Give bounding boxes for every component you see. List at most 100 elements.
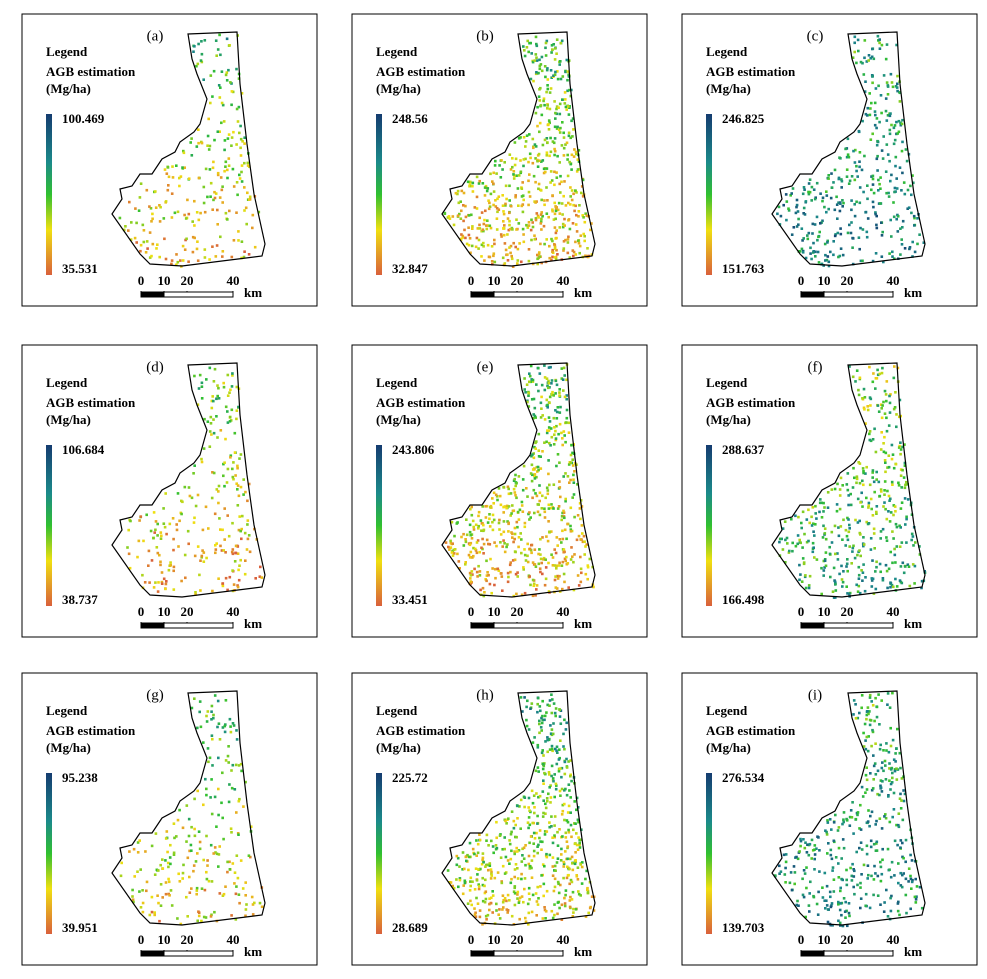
map-pixel (244, 559, 247, 562)
map-pixel (472, 546, 475, 550)
map-pixel (527, 203, 530, 207)
map-pixel (237, 578, 241, 582)
map-pixel (543, 864, 546, 868)
map-pixel (542, 763, 545, 766)
map-pixel (568, 789, 571, 792)
map-pixel (235, 385, 239, 389)
map-pixel (486, 913, 490, 917)
map-texture (444, 363, 595, 598)
map-pixel (871, 380, 875, 384)
legend-unit: (Mg/ha) (706, 740, 751, 755)
map-pixel (502, 226, 505, 230)
map-pixel (819, 192, 822, 195)
map-pixel (911, 255, 914, 258)
map-pixel (565, 58, 569, 62)
map-pixel (151, 242, 155, 246)
map-pixel (864, 747, 868, 751)
map-pixel (245, 222, 248, 226)
map-pixel (799, 541, 802, 545)
map-pixel (172, 569, 175, 573)
map-pixel (823, 871, 827, 875)
map-pixel (159, 883, 163, 886)
map-pixel (841, 199, 844, 202)
map-pixel (864, 422, 867, 425)
map-pixel (475, 175, 479, 179)
map-pixel (563, 902, 567, 905)
map-pixel (878, 793, 881, 797)
map-pixel (537, 449, 541, 452)
map-pixel (895, 413, 898, 416)
map-pixel (187, 177, 191, 180)
map-pixel (837, 826, 841, 829)
map-pixel (889, 72, 893, 76)
scale-tick-label: 0 (468, 273, 475, 288)
map-pixel (876, 792, 879, 796)
map-pixel (512, 540, 515, 544)
map-pixel (556, 912, 559, 916)
map-pixel (541, 159, 545, 162)
map-pixel (566, 158, 569, 161)
map-pixel (886, 153, 890, 156)
map-pixel (569, 186, 572, 189)
map-pixel (566, 820, 570, 824)
map-pixel (537, 455, 541, 458)
map-pixel (221, 185, 224, 188)
map-pixel (541, 749, 544, 752)
map-pixel (807, 190, 810, 194)
map-pixel (859, 897, 863, 900)
map-pixel (557, 106, 560, 109)
map-pixel (556, 453, 560, 456)
legend-max: 100.469 (62, 111, 105, 126)
map-pixel (882, 910, 886, 913)
map-pixel (850, 879, 854, 882)
map-pixel (887, 510, 890, 513)
map-pixel (535, 56, 538, 59)
map-pixel (903, 192, 907, 196)
map-pixel (504, 202, 507, 206)
map-pixel (551, 698, 554, 701)
map-pixel (561, 587, 564, 591)
map-pixel (841, 580, 845, 584)
map-pixel (530, 910, 534, 914)
map-pixel (131, 888, 134, 892)
map-pixel (450, 551, 454, 554)
map-pixel (497, 487, 501, 490)
map-pixel (546, 736, 549, 739)
map-pixel (841, 838, 845, 841)
map-pixel (213, 846, 217, 849)
map-pixel (246, 537, 250, 541)
legend-color-ramp (706, 773, 712, 934)
map-pixel (573, 209, 576, 213)
map-pixel (876, 368, 879, 372)
map-pixel (890, 766, 894, 770)
map-pixel (570, 168, 573, 171)
map-pixel (830, 828, 833, 831)
map-pixel (233, 788, 237, 791)
scale-tick-label: 20 (511, 273, 524, 288)
map-pixel (228, 44, 231, 47)
map-pixel (905, 541, 908, 544)
map-pixel (551, 239, 554, 243)
map-pixel (162, 217, 166, 220)
map-pixel (481, 852, 485, 855)
map-pixel (183, 166, 186, 169)
map-pixel (581, 178, 585, 182)
map-pixel (219, 429, 223, 432)
map-pixel (833, 234, 837, 238)
map-pixel (475, 570, 479, 574)
map-pixel (812, 530, 815, 533)
map-pixel (787, 551, 791, 554)
map-pixel (553, 201, 556, 205)
map-pixel (562, 389, 565, 392)
map-pixel (502, 210, 505, 213)
map-pixel (846, 231, 850, 235)
map-pixel (830, 186, 834, 189)
legend-variable: AGB estimation (376, 395, 466, 410)
map-pixel (239, 558, 242, 562)
map-pixel (904, 523, 907, 526)
map-pixel (586, 888, 589, 891)
scale-tick-label: 20 (181, 273, 194, 288)
map-pixel (217, 853, 221, 856)
map-pixel (249, 825, 253, 828)
